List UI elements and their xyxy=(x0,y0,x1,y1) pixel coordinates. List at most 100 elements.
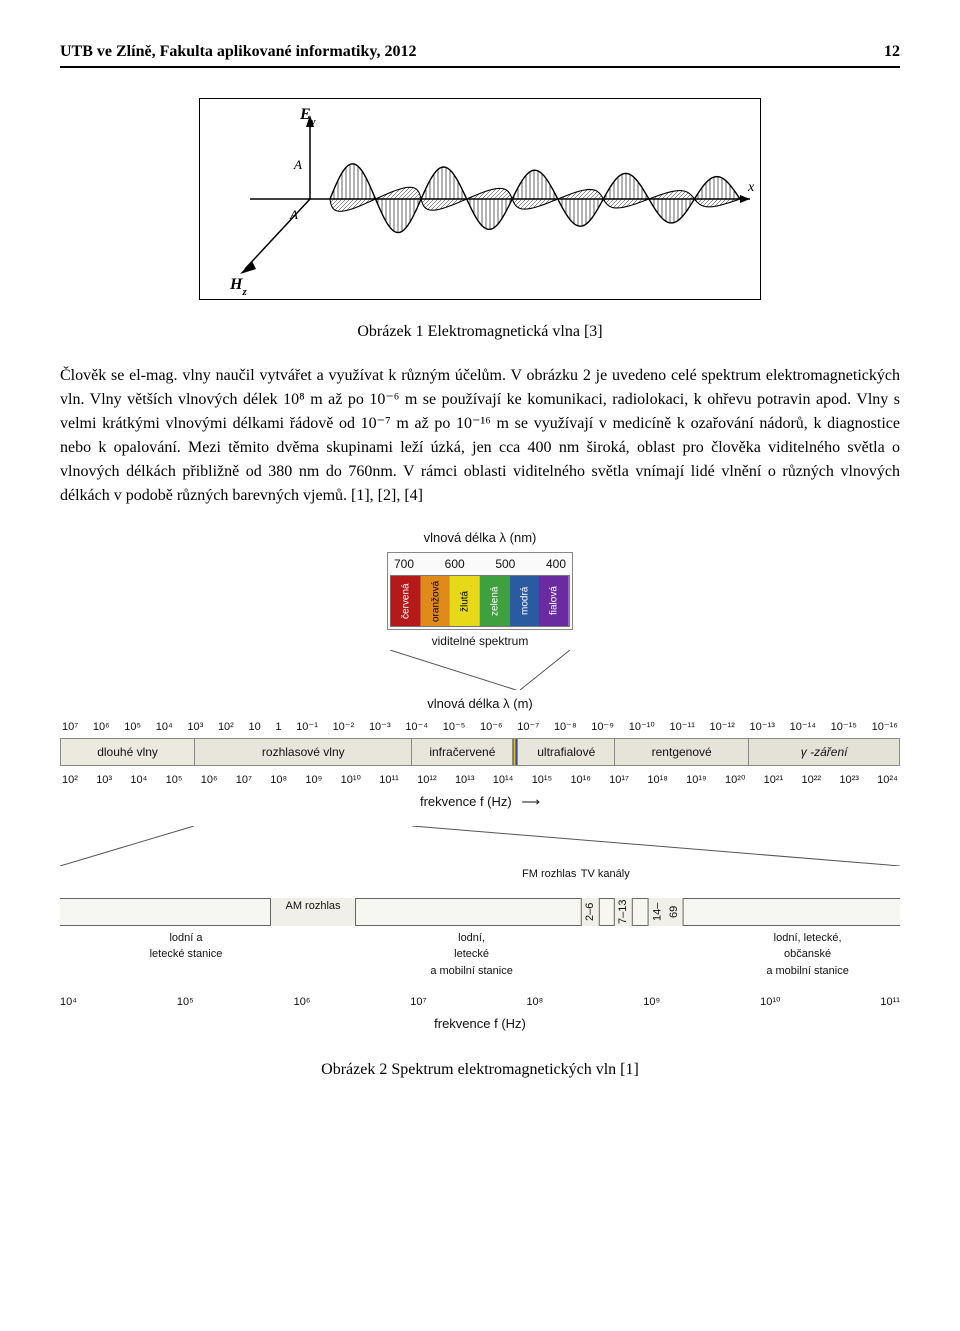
wavelength-tick: 10⁻⁶ xyxy=(480,719,503,736)
freq-tick: 10³ xyxy=(96,772,112,789)
spectrum-band: γ -záření xyxy=(749,739,899,765)
wavelength-tick: 10⁴ xyxy=(156,719,173,736)
figure-2-spectrum: vlnová délka λ (nm) 700600500400 červená… xyxy=(60,528,900,1034)
freq-segment: AM rozhlas xyxy=(270,898,356,926)
figure-1-em-wave: EyHzxAA xyxy=(199,98,761,300)
freq-tick: 10²⁰ xyxy=(725,772,745,789)
freq-detail-tick: 10⁸ xyxy=(526,994,543,1011)
visible-band: fialová xyxy=(539,576,569,626)
freq-hz-title-text: frekvence f (Hz) xyxy=(420,794,512,809)
wavelength-tick: 10⁻⁸ xyxy=(554,719,577,736)
wavelength-m-ticks: 10⁷10⁶10⁵10⁴10³10²10110⁻¹10⁻²10⁻³10⁻⁴10⁻… xyxy=(60,719,900,736)
freq-detail-above-labels: FM rozhlasTV kanály xyxy=(60,866,900,884)
visible-color-bar: červenáoranžovážlutázelenámodráfialová xyxy=(390,575,570,627)
wavelength-tick: 10⁻¹³ xyxy=(750,719,775,736)
visible-band: oranžová xyxy=(421,576,451,626)
visible-band: modrá xyxy=(510,576,540,626)
svg-text:A: A xyxy=(289,207,298,222)
freq-hz-ticks: 10²10³10⁴10⁵10⁶10⁷10⁸10⁹10¹⁰10¹¹10¹²10¹³… xyxy=(60,772,900,789)
spectrum-band: rentgenové xyxy=(615,739,749,765)
freq-segment: 14–69 xyxy=(648,898,684,926)
wavelength-tick: 10⁻⁵ xyxy=(443,719,466,736)
wavelength-tick: 10⁵ xyxy=(124,719,141,736)
freq-detail-ticks: 10⁴10⁵10⁶10⁷10⁸10⁹10¹⁰10¹¹ xyxy=(60,994,900,1011)
freq-tick: 10²⁴ xyxy=(877,772,898,789)
wavelength-tick: 10⁻⁹ xyxy=(591,719,614,736)
wavelength-tick: 1 xyxy=(275,719,281,736)
svg-text:x: x xyxy=(747,180,755,195)
spectrum-band-bar: dlouhé vlnyrozhlasové vlnyinfračervenéul… xyxy=(60,738,900,766)
freq-tick: 10¹⁷ xyxy=(609,772,629,789)
freq-tick: 10² xyxy=(62,772,78,789)
figure-1-caption: Obrázek 1 Elektromagnetická vlna [3] xyxy=(60,320,900,344)
freq-tick: 10⁸ xyxy=(270,772,287,789)
freq-segment-label: TV kanály xyxy=(581,866,630,883)
wavelength-tick: 10³ xyxy=(187,719,203,736)
freq-tick: 10¹⁸ xyxy=(647,772,668,789)
wavelength-tick: 10⁻⁷ xyxy=(517,719,539,736)
freq-detail-tick: 10⁹ xyxy=(643,994,660,1011)
spectrum-band: ultrafialové xyxy=(518,739,615,765)
freq-detail-bar: AM rozhlas 2–6 7–13 14–69 xyxy=(60,898,900,926)
arrow-icon: ⟶ xyxy=(521,792,540,812)
freq-detail-title: frekvence f (Hz) xyxy=(60,1014,900,1034)
wavelength-m-title: vlnová délka λ (m) xyxy=(60,694,900,714)
spectrum-band: dlouhé vlny xyxy=(61,739,195,765)
freq-segment: 7–13 xyxy=(614,898,633,926)
freq-detail-tick: 10⁴ xyxy=(60,994,77,1011)
visible-tick: 400 xyxy=(546,555,566,573)
freq-tick: 10¹² xyxy=(417,772,437,789)
freq-detail-tick: 10¹⁰ xyxy=(760,994,780,1011)
visible-band: zelená xyxy=(480,576,510,626)
visible-tick: 600 xyxy=(445,555,465,573)
freq-tick: 10⁶ xyxy=(201,772,218,789)
wavelength-tick: 10⁻¹¹ xyxy=(669,719,694,736)
freq-detail-tick: 10⁵ xyxy=(177,994,194,1011)
freq-detail-wrap: FM rozhlasTV kanály AM rozhlas 2–6 7–13 14–… xyxy=(60,866,900,1034)
page-header: UTB ve Zlíně, Fakulta aplikované informa… xyxy=(60,40,900,68)
visible-caption: viditelné spektrum xyxy=(60,632,900,650)
spectrum-band: infračervené xyxy=(412,739,513,765)
freq-tick: 10⁷ xyxy=(236,772,252,789)
wavelength-tick: 10⁷ xyxy=(62,719,78,736)
freq-tick: 10¹⁴ xyxy=(493,772,514,789)
wavelength-tick: 10⁻⁴ xyxy=(405,719,428,736)
wavelength-tick: 10⁻¹⁵ xyxy=(831,719,857,736)
freq-tick: 10¹⁵ xyxy=(532,772,552,789)
spectrum-band: rozhlasové vlny xyxy=(195,739,412,765)
freq-detail-tick: 10⁷ xyxy=(410,994,426,1011)
freq-detail-tick: 10¹¹ xyxy=(880,994,900,1011)
freq-tick: 10⁴ xyxy=(130,772,147,789)
freq-tick: 10²³ xyxy=(839,772,859,789)
header-right: 12 xyxy=(884,40,900,64)
freq-tick: 10²¹ xyxy=(764,772,784,789)
freq-tick: 10⁹ xyxy=(305,772,322,789)
svg-text:A: A xyxy=(293,157,302,172)
freq-segment: 2–6 xyxy=(581,898,600,926)
wavelength-tick: 10⁻¹² xyxy=(710,719,735,736)
connector-lines-bottom xyxy=(60,826,900,866)
figure-2-caption: Obrázek 2 Spektrum elektromagnetických v… xyxy=(60,1058,900,1082)
visible-band: červená xyxy=(391,576,421,626)
body-text: Člověk se el-mag. vlny naučil vytvářet a… xyxy=(60,364,900,508)
visible-band: žlutá xyxy=(450,576,480,626)
body-paragraph: Člověk se el-mag. vlny naučil vytvářet a… xyxy=(60,364,900,508)
wavelength-tick: 10⁻¹⁴ xyxy=(790,719,816,736)
svg-text:Hz: Hz xyxy=(229,276,247,298)
freq-tick: 10⁵ xyxy=(166,772,183,789)
freq-detail-labels: lodní aletecké stanice lodní,leteckéa mob… xyxy=(60,930,900,990)
freq-tick: 10¹⁹ xyxy=(686,772,707,789)
em-wave-svg: EyHzxAA xyxy=(200,99,760,299)
freq-usage-label: lodní, letecké,občanskéa mobilní stanice xyxy=(732,930,883,980)
freq-tick: 10¹¹ xyxy=(379,772,399,789)
wavelength-tick: 10⁻³ xyxy=(369,719,391,736)
wavelength-tick: 10⁻¹ xyxy=(296,719,318,736)
freq-tick: 10²² xyxy=(801,772,821,789)
freq-usage-label: lodní,leteckéa mobilní stanice xyxy=(396,930,547,980)
wavelength-tick: 10⁶ xyxy=(93,719,110,736)
wavelength-tick: 10 xyxy=(249,719,261,736)
visible-spectrum-box: 700600500400 červenáoranžovážlutázelenám… xyxy=(387,552,573,630)
freq-hz-title: frekvence f (Hz) ⟶ xyxy=(60,792,900,812)
freq-usage-label: lodní aletecké stanice xyxy=(110,930,261,963)
connector-lines-top xyxy=(60,650,900,690)
